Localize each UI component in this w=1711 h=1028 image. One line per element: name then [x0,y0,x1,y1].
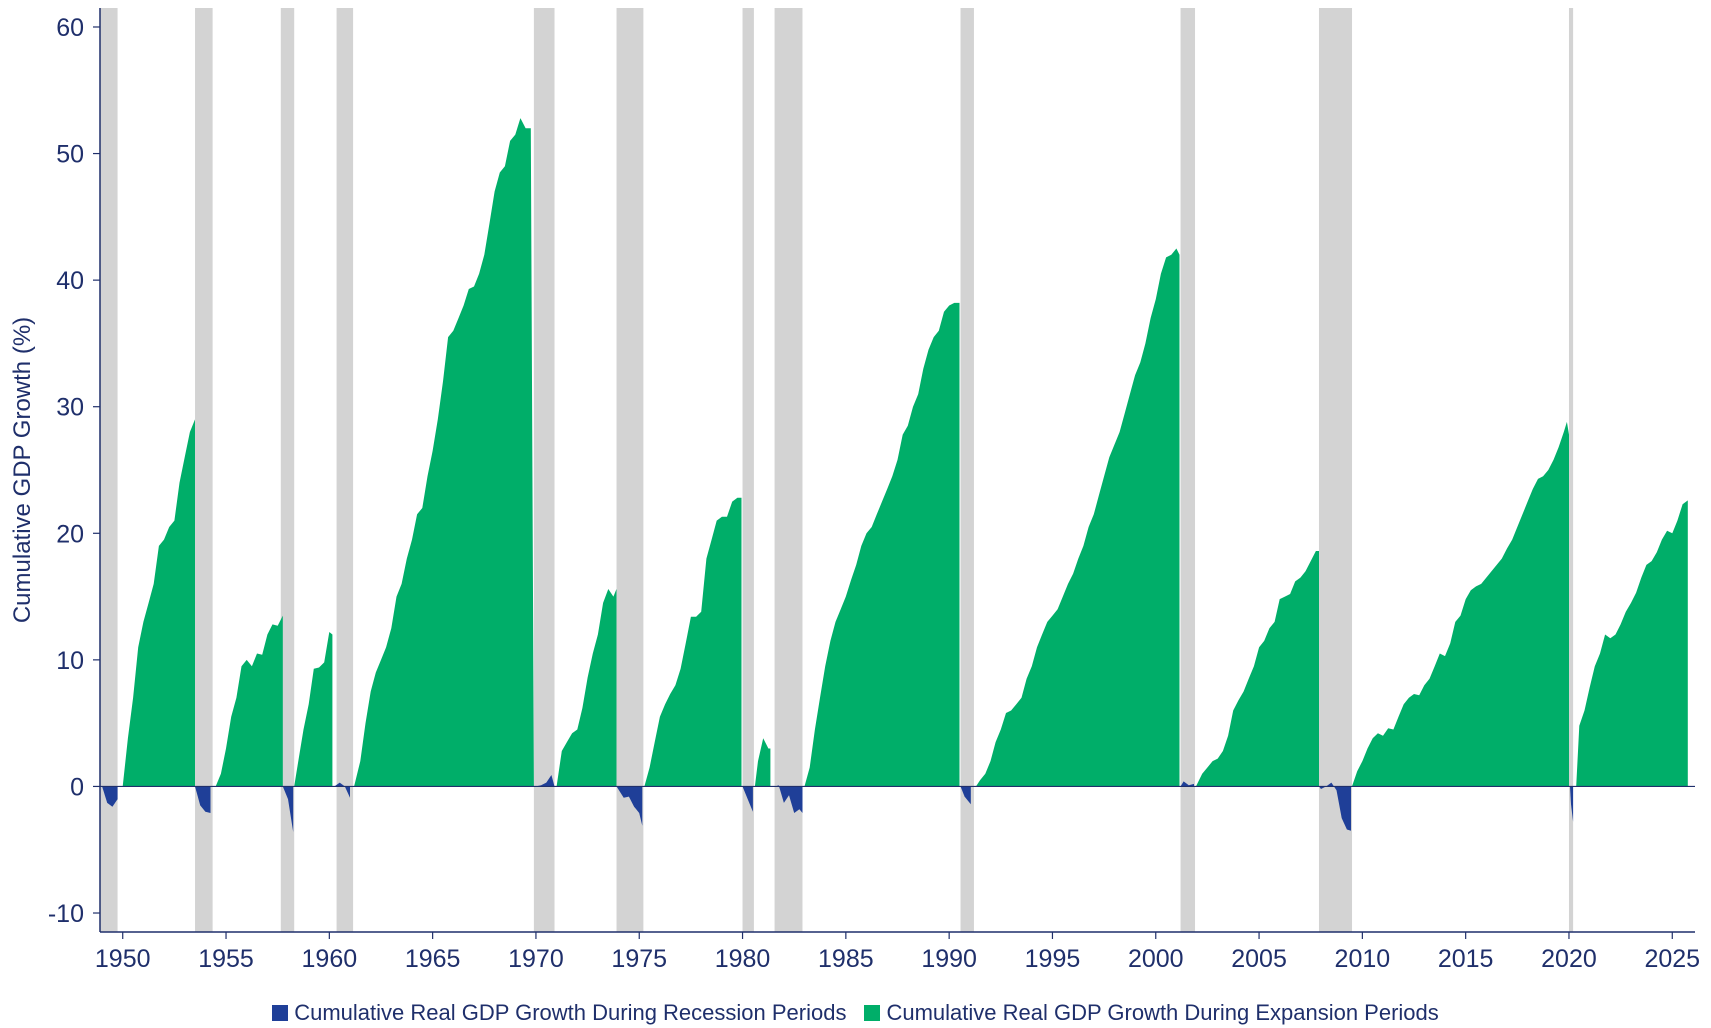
y-tick-label: -10 [48,900,84,928]
x-tick-label: 1995 [1025,945,1081,973]
y-tick-label: 0 [70,773,84,801]
x-tick-label: 2025 [1644,945,1700,973]
recession-band-5 [616,8,644,932]
x-tick-label: 2015 [1438,945,1494,973]
expansion-area-4 [556,589,617,787]
expansion-area-0 [122,419,195,787]
recession-area-4 [535,775,555,787]
expansion-area-3 [354,118,534,787]
recession-area-8 [960,786,971,805]
legend: Cumulative Real GDP Growth During Recess… [0,998,1711,1028]
x-tick-label: 1990 [921,945,977,973]
y-tick-label: 40 [56,267,84,295]
legend-label-expansion: Cumulative Real GDP Growth During Expans… [886,1000,1439,1025]
recession-band-6 [742,8,754,932]
y-tick-label: 50 [56,141,84,169]
legend-swatch-recession [272,1005,289,1021]
recession-band-1 [195,8,213,932]
recession-band-2 [280,8,295,932]
tick-labels-layer: -10 0 10 20 30 40 50 60 1950 1955 1960 1965 1970 1975… [48,14,1700,973]
y-tick-label: 20 [56,520,84,548]
x-tick-label: 2020 [1541,945,1597,973]
recession-area-5 [616,786,643,826]
expansion-area-7 [804,302,960,787]
x-tick-label: 1980 [715,945,771,973]
legend-item-expansion: Cumulative Real GDP Growth During Expans… [864,1000,1439,1026]
expansion-area-11 [1576,500,1688,787]
x-tick-label: 1960 [302,945,358,973]
y-axis-title: Cumulative GDP Growth (%) [9,317,36,623]
expansion-area-5 [644,497,742,787]
recession-area-2 [282,786,294,832]
x-tick-label: 1965 [405,945,461,973]
legend-label-recession: Cumulative Real GDP Growth During Recess… [294,1000,847,1025]
legend-swatch-expansion [864,1005,881,1021]
recession-area-10 [1319,782,1351,831]
expansion-area-1 [215,615,283,787]
x-tick-label: 2000 [1128,945,1184,973]
y-tick-label: 30 [56,394,84,422]
recession-band-4 [533,8,555,932]
recession-band-8 [960,8,974,932]
x-tick-label: 1975 [611,945,667,973]
recession-band-7 [774,8,803,932]
recession-shading-layer [100,8,1574,932]
expansion-area-8 [976,248,1180,787]
area-series-layer [102,118,1688,832]
recession-band-11 [1568,8,1574,932]
expansion-area-6 [754,738,771,787]
recession-area-11 [1570,786,1574,822]
x-tick-label: 2005 [1231,945,1287,973]
recession-band-0 [100,8,118,932]
x-tick-label: 1970 [508,945,564,973]
y-tick-label: 10 [56,647,84,675]
expansion-area-2 [294,632,333,787]
recession-area-6 [742,786,753,812]
y-tick-label: 60 [56,14,84,42]
x-tick-label: 1985 [818,945,874,973]
recession-band-3 [336,8,354,932]
expansion-area-9 [1196,551,1319,787]
recession-area-1 [195,786,211,813]
recession-area-9 [1180,781,1194,787]
x-tick-label: 1955 [198,945,254,973]
legend-item-recession: Cumulative Real GDP Growth During Recess… [272,1000,846,1026]
recession-area-0 [102,786,118,807]
recession-band-9 [1180,8,1196,932]
x-tick-label: 1950 [95,945,151,973]
recession-band-10 [1318,8,1353,932]
gdp-growth-chart: -10 0 10 20 30 40 50 60 1950 1955 1960 1965 1970 1975… [9,8,1700,973]
x-tick-label: 2010 [1335,945,1391,973]
recession-area-7 [775,785,803,813]
axes-layer [99,8,1695,933]
expansion-area-10 [1352,421,1569,787]
